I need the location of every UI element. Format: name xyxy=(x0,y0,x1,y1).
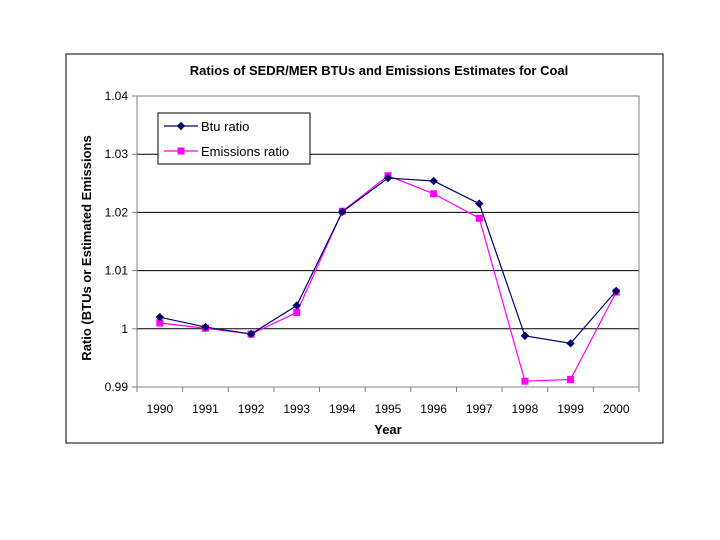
data-point xyxy=(201,322,210,332)
data-point xyxy=(338,207,347,217)
data-point xyxy=(383,173,393,183)
legend-entries: Btu ratio Emissions ratio xyxy=(164,119,289,159)
data-point xyxy=(567,375,575,383)
y-tick-label: 1.03 xyxy=(105,147,129,161)
x-axis-ticks: 1990 1991 1992 1993 1994 1995 1996 1997 1998 1999… xyxy=(136,387,640,416)
x-tick-label: 1992 xyxy=(238,402,265,416)
legend: Btu ratio Emissions ratio xyxy=(157,112,311,165)
chart-area-frame xyxy=(65,53,664,444)
legend-box xyxy=(157,112,311,165)
data-point xyxy=(246,329,256,339)
data-point xyxy=(611,286,621,296)
x-tick-label: 1997 xyxy=(466,402,493,416)
y-tick-label: 0.99 xyxy=(105,380,129,394)
data-point xyxy=(475,214,483,222)
x-tick-label: 1993 xyxy=(283,402,310,416)
y-axis-label: Ratio (BTUs or Estimated Emissions xyxy=(79,135,94,360)
chart-title: Ratios of SEDR/MER BTUs and Emissions Es… xyxy=(190,63,569,78)
data-point xyxy=(566,339,575,348)
x-tick-label: 1990 xyxy=(146,402,173,416)
y-tick-label: 1.02 xyxy=(105,205,129,219)
x-tick-label: 2000 xyxy=(603,402,630,416)
legend-marker xyxy=(176,121,186,131)
data-point xyxy=(429,176,438,186)
y-tick-label: 1.04 xyxy=(105,89,129,103)
data-point xyxy=(293,309,301,317)
data-point xyxy=(521,377,529,385)
data-point xyxy=(475,199,484,208)
y-tick-label: 1.01 xyxy=(105,264,129,278)
x-tick-label: 1998 xyxy=(512,402,539,416)
data-point xyxy=(430,190,438,198)
data-point xyxy=(155,312,165,322)
data-point xyxy=(292,301,301,310)
series-group xyxy=(155,172,621,385)
x-tick-label: 1995 xyxy=(375,402,402,416)
x-tick-label: 1999 xyxy=(557,402,584,416)
legend-marker xyxy=(177,147,185,155)
plot-area-frame xyxy=(136,95,640,388)
x-tick-label: 1991 xyxy=(192,402,219,416)
data-point xyxy=(520,331,530,340)
x-tick-label: 1994 xyxy=(329,402,356,416)
legend-label: Emissions ratio xyxy=(201,144,289,159)
x-tick-label: 1996 xyxy=(420,402,447,416)
y-axis-ticks: 0.99 1 1.01 1.02 1.03 1.04 xyxy=(105,89,137,394)
legend-label: Btu ratio xyxy=(201,119,249,134)
y-tick-label: 1 xyxy=(121,322,128,336)
x-axis-label: Year xyxy=(374,422,401,437)
